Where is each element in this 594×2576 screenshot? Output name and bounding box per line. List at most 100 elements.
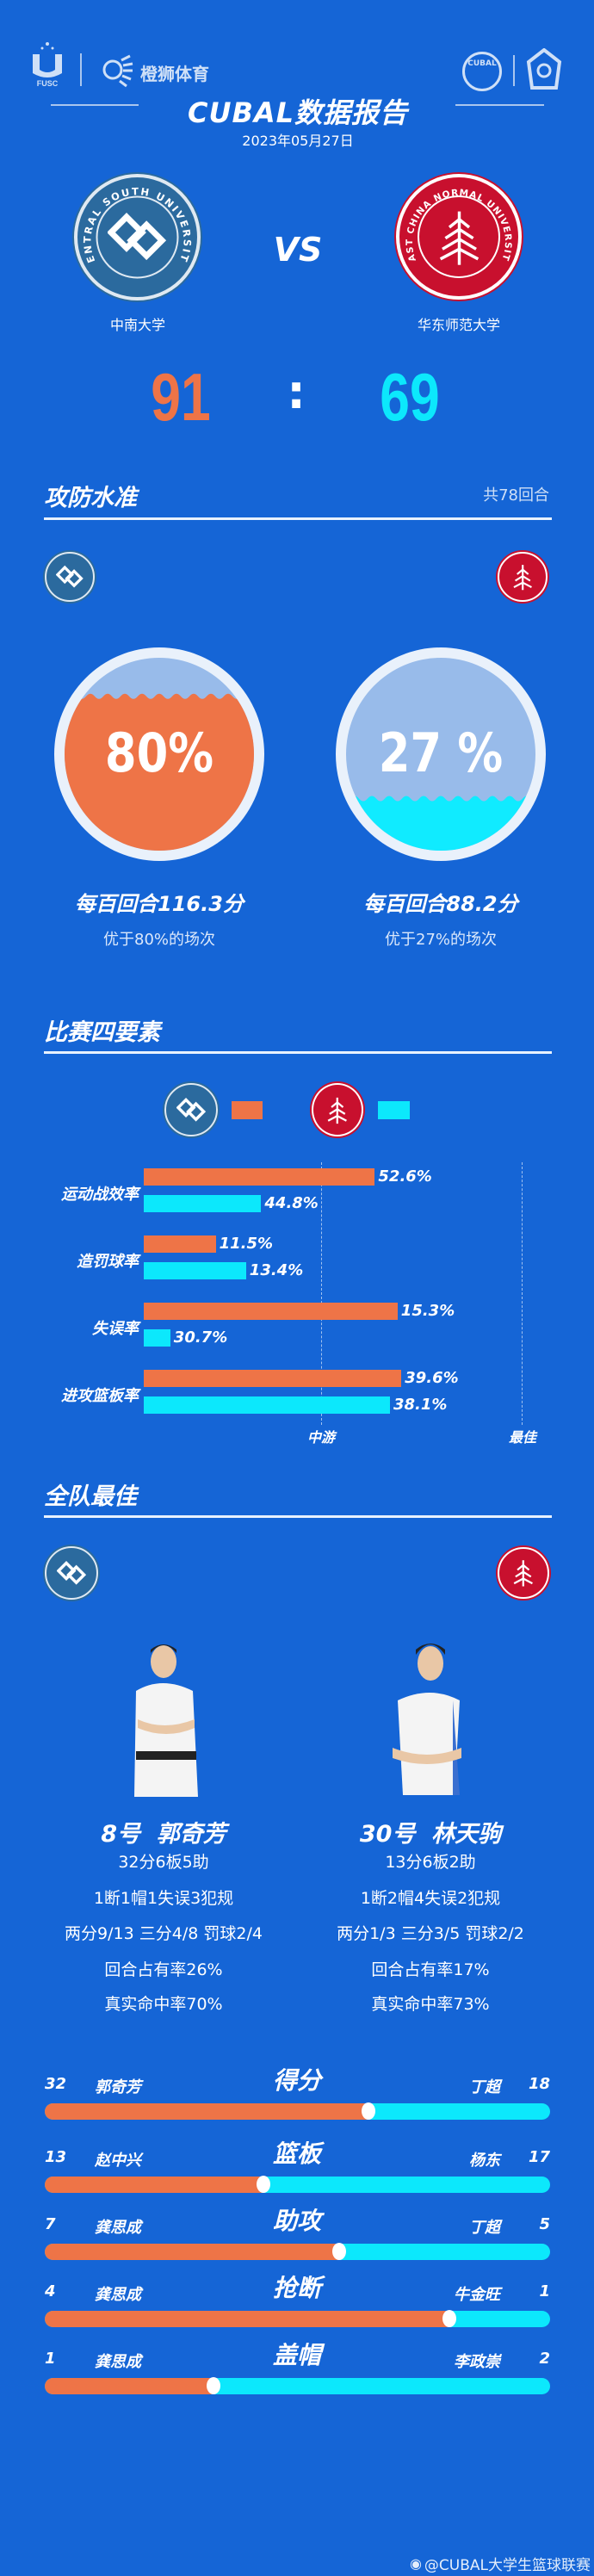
home-share-fill [45,2311,449,2327]
away-percentile: 27 % [378,721,504,784]
away-leader-value: 2 [539,2350,550,2368]
comparison-knob [361,2102,375,2120]
away-leader-value: 1 [539,2282,550,2300]
home-better-than: 优于80%的场次 [102,931,216,949]
away-better-than: 优于27%的场次 [384,931,498,949]
section-divider [44,1515,552,1518]
weibo-icon: ◉ [409,2555,422,2572]
report-title: CUBAL数据报告 [187,96,409,129]
away-leader-name: 丁超 [469,2219,500,2237]
home-team-logo: CENTRAL SOUTH UNIVERSITY [74,174,201,300]
leader-comparison-bar [45,2311,550,2327]
axis-label-mid: 中游 [306,1429,336,1446]
home-efficiency-gauge [54,647,264,861]
vs-label: VS [273,231,323,269]
home-score: 91 [151,359,211,435]
away-per100: 每百回合88.2分 [363,892,518,916]
away-player-stat: 两分1/3 三分3/5 罚球2/2 [337,1924,524,1943]
leader-category: 抢断 [272,2274,322,2302]
leader-category: 篮板 [272,2139,322,2168]
home-leader-name: 赵中兴 [95,2152,141,2170]
away-leader-value: 5 [539,2215,550,2233]
home-leader-name: 龚思成 [95,2219,141,2237]
title-rule-right [455,104,544,106]
home-team-name: 中南大学 [109,317,166,333]
away-factor-bar [144,1396,390,1414]
away-team-name: 华东师范大学 [417,317,501,333]
away-leader-value: 17 [528,2148,550,2166]
header-divider [513,55,515,86]
watermark-text: @CUBAL大学生篮球联赛 [424,2557,591,2574]
sponsor-name: 橙狮体育 [140,64,209,84]
home-team-logo-small [45,552,95,602]
away-player-stat: 回合占有率17% [371,1960,490,1979]
away-factor-value: 44.8% [264,1194,319,1212]
home-logo-ring: CENTRAL SOUTH UNIVERSITY [77,177,192,279]
home-factor-bar [144,1370,402,1387]
possessions-count: 共78回合 [483,486,549,505]
cuba-logo [525,47,563,91]
comparison-knob [206,2377,220,2394]
away-team-logo: EAST CHINA NORMAL UNIVERSITY [396,174,522,300]
home-leader-name: 龚思成 [95,2353,141,2371]
section-divider [44,1051,552,1054]
home-leader-value: 7 [45,2215,56,2233]
home-player-stat: 32分6板5助 [118,1853,209,1872]
home-team-logo-small [45,1546,98,1600]
leader-category: 盖帽 [272,2341,322,2369]
away-player-photo [393,1644,461,1795]
legend-home-logo [164,1083,218,1136]
factor-label: 失误率 [92,1320,139,1338]
best-gridline [522,1162,523,1425]
home-factor-bar [144,1303,398,1320]
leader-category: 助攻 [272,2207,322,2235]
axis-label-best: 最佳 [508,1429,537,1446]
home-factor-value: 11.5% [219,1235,274,1253]
home-leader-value: 1 [45,2350,56,2368]
svg-text:FUSC: FUSC [37,79,59,88]
team-best-title: 全队最佳 [44,1483,137,1510]
home-gauge-fill [65,693,254,851]
legend-away-swatch [378,1101,410,1119]
home-factor-value: 39.6% [405,1369,459,1387]
home-factor-value: 15.3% [400,1302,455,1320]
away-leader-name: 杨东 [469,2152,500,2170]
home-player-photo [134,1644,198,1797]
title-rule-left [51,104,139,106]
away-score: 69 [380,359,440,435]
away-factor-value: 13.4% [249,1261,304,1279]
away-efficiency-gauge [336,647,546,861]
home-share-fill [45,2103,368,2120]
leader-comparison-bar [45,2177,550,2193]
away-team-logo-small [498,552,548,602]
away-leader-value: 18 [528,2075,550,2093]
match-date: 2023年05月27日 [242,133,354,149]
home-percentile: 80% [104,721,214,784]
home-factor-bar [144,1168,375,1186]
away-factor-bar [144,1262,246,1279]
away-factor-bar [144,1195,262,1212]
home-share-fill [45,2177,264,2193]
home-leader-name: 郭奇芳 [95,2078,141,2096]
factor-label: 进攻篮板率 [61,1387,139,1405]
home-factor-bar [144,1235,216,1253]
away-leader-name: 李政崇 [454,2353,500,2371]
cubal-logo: CUBAL [462,52,502,91]
away-factor-value: 38.1% [393,1396,448,1414]
leader-category: 得分 [272,2066,322,2095]
leader-comparison-bar [45,2103,550,2120]
away-player-stat: 1断2帽4失误2犯规 [360,1889,501,1908]
home-share-fill [45,2378,213,2394]
lion-logo [99,52,133,88]
leader-comparison-bar [45,2378,550,2394]
comparison-knob [442,2310,456,2327]
away-player-stat: 真实命中率73% [371,1995,490,2014]
score-separator: : [287,365,306,419]
factor-label: 造罚球率 [77,1253,139,1271]
legend-home-swatch [232,1101,263,1119]
away-player-stat: 13分6板2助 [385,1853,476,1872]
home-leader-name: 龚思成 [95,2286,141,2304]
comparison-knob [257,2176,271,2193]
midpoint-gridline [321,1162,322,1425]
factor-label: 运动战效率 [61,1186,139,1204]
